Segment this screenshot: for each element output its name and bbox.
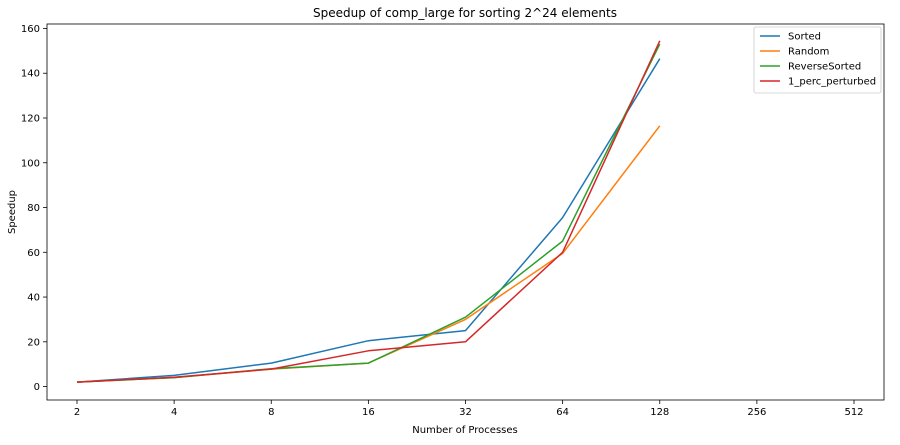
x-tick-label: 4 — [171, 407, 177, 418]
legend-entry-label: ReverseSorted — [788, 62, 861, 73]
legend-entry-label: Sorted — [788, 32, 821, 43]
x-tick-label: 128 — [650, 407, 669, 418]
x-axis-ticks: 2 4 8 16 32 64 128 256 512 — [74, 400, 864, 418]
series-line-1-perc-perturbed — [76, 40, 661, 383]
legend-entry-label: Random — [788, 47, 829, 58]
x-tick-label: 32 — [459, 407, 472, 418]
legend-box — [753, 26, 882, 94]
y-axis-ticks: 0 20 40 60 80 100 120 140 160 — [21, 24, 47, 393]
y-tick-label: 80 — [27, 203, 40, 214]
legend-entry-label: 1_perc_perturbed — [788, 77, 876, 88]
x-tick-label: 512 — [844, 407, 863, 418]
y-tick-label: 160 — [21, 24, 40, 35]
y-axis-label: Speedup — [7, 190, 18, 234]
y-tick-label: 120 — [21, 114, 40, 125]
x-tick-label: 2 — [74, 407, 80, 418]
x-tick-label: 8 — [268, 407, 274, 418]
y-tick-label: 60 — [27, 248, 40, 259]
x-tick-label: 64 — [556, 407, 569, 418]
series-line-reversesorted — [76, 43, 661, 383]
y-tick-label: 40 — [27, 293, 40, 304]
y-tick-label: 20 — [27, 337, 40, 348]
chart-title: Speedup of comp_large for sorting 2^24 e… — [313, 6, 617, 20]
x-tick-label: 256 — [747, 407, 766, 418]
series-lines — [76, 40, 661, 383]
x-axis-label: Number of Processes — [412, 425, 517, 436]
x-tick-label: 16 — [362, 407, 375, 418]
legend: Sorted Random ReverseSorted 1_perc_perturbe… — [753, 26, 882, 94]
series-line-sorted — [76, 58, 661, 383]
y-tick-label: 0 — [34, 382, 40, 393]
y-tick-label: 100 — [21, 158, 40, 169]
y-tick-label: 140 — [21, 69, 40, 80]
series-line-random — [76, 125, 661, 383]
